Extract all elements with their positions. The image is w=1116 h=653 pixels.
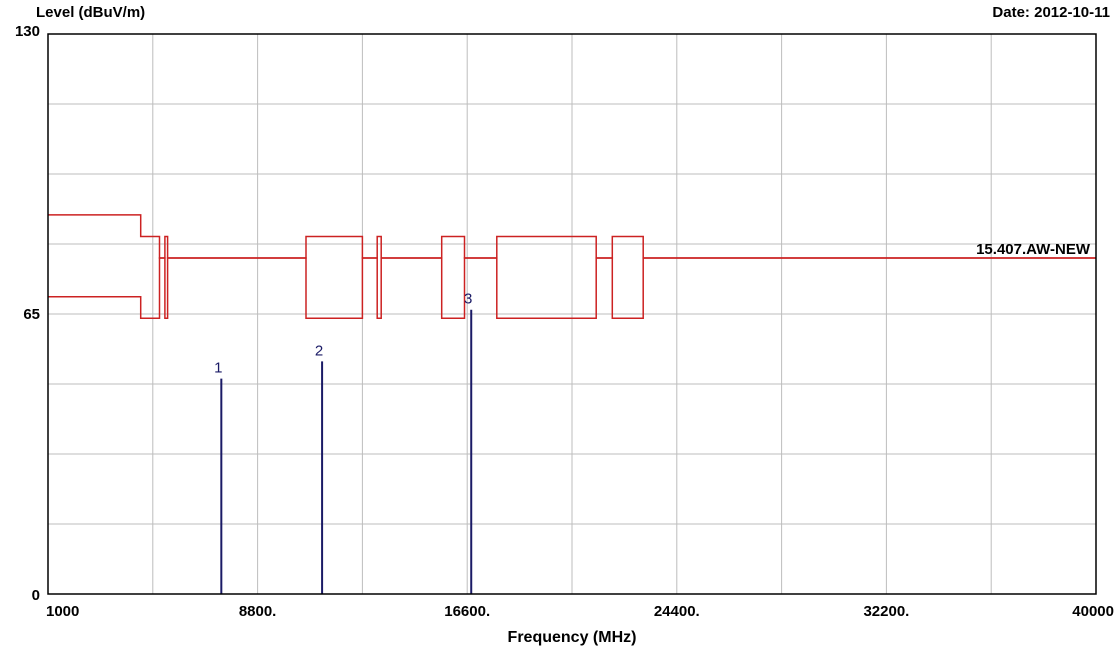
x-axis-label: Frequency (MHz) — [508, 629, 637, 646]
x-tick-label: 32200. — [863, 603, 909, 620]
limit-line-lower — [48, 257, 1096, 320]
marker-label-3: 3 — [464, 291, 472, 308]
y-tick-label: 0 — [32, 587, 40, 604]
limit-line-label: 15.407.AW-NEW — [976, 241, 1091, 258]
x-tick-label: 1000 — [46, 603, 79, 620]
x-tick-label: 16600. — [444, 603, 490, 620]
y-tick-label: 130 — [15, 23, 40, 40]
marker-label-2: 2 — [315, 342, 323, 359]
y-tick-label: 65 — [23, 306, 40, 323]
plot-frame — [47, 33, 1097, 595]
x-tick-label: 40000 — [1072, 603, 1114, 620]
x-tick-label: 8800. — [239, 603, 277, 620]
y-axis-label: Level (dBuV/m) — [36, 4, 145, 21]
marker-label-1: 1 — [214, 360, 222, 377]
tick-labels: 1000 8800. 16600. 24400. 32200. 40000 0 65 130 — [15, 23, 1114, 620]
grid-lines — [48, 34, 1096, 594]
date-label: Date: 2012-10-11 — [992, 4, 1110, 21]
limit-line-group — [48, 214, 1096, 320]
marker-group: 1 2 3 — [214, 291, 472, 594]
x-tick-label: 24400. — [654, 603, 700, 620]
